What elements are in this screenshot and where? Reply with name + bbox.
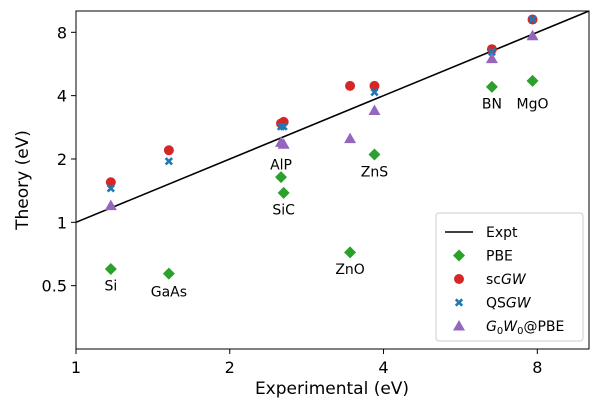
material-label: Si <box>104 279 117 295</box>
g0w0-pbe-point <box>485 52 498 64</box>
legend-g0w0-pbe-swatch <box>453 320 465 331</box>
g0w0-pbe-point <box>277 138 290 149</box>
material-label: SiC <box>272 203 295 219</box>
g0w0-pbe-point <box>368 104 381 115</box>
g0w0-pbe-point <box>104 199 117 211</box>
legend-qsgw-swatch <box>454 298 464 307</box>
material-label: ZnS <box>361 165 388 181</box>
qsgw-point <box>487 47 497 57</box>
y-tick-label: 2 <box>57 150 67 169</box>
g0w0-pbe-point <box>344 132 357 144</box>
qsgw-point <box>279 122 288 131</box>
y-axis: 0.5 1 2 4 8 <box>42 23 76 296</box>
x-tick-label: 8 <box>532 358 542 377</box>
expt-reference-line <box>76 11 589 224</box>
x-axis: 1 2 4 8 <box>71 349 542 377</box>
material-label: BN <box>482 97 502 113</box>
legend-scgw-swatch <box>454 274 464 284</box>
scgw-point <box>163 145 174 156</box>
reference-line-layer <box>76 11 589 224</box>
y-tick-label: 8 <box>57 23 67 42</box>
material-label: MgO <box>517 97 549 113</box>
material-label: GaAs <box>151 284 187 300</box>
legend-box <box>435 212 584 342</box>
pbe-point <box>368 148 381 161</box>
pbe-point <box>344 246 357 259</box>
legend-label: scGW <box>486 272 527 288</box>
legend: Expt PBE scGW QSGW G0W0@PBE <box>435 212 584 342</box>
y-axis-label: Theory (eV) <box>13 130 33 231</box>
scgw-point <box>345 80 356 91</box>
y-tick-label: 0.5 <box>42 277 67 296</box>
legend-label: G0W0@PBE <box>486 319 564 337</box>
pbe-point <box>485 80 498 93</box>
x-tick-label: 4 <box>378 358 388 377</box>
pbe-point <box>104 262 117 275</box>
g0w0-pbe-point <box>526 29 539 41</box>
plot-frame <box>75 10 590 350</box>
qsgw-point <box>370 88 379 97</box>
y-tick-label: 4 <box>57 87 67 106</box>
annotation-layer: Si GaAs AlP SiC ZnO ZnS BN MgO <box>104 97 548 301</box>
pbe-point <box>275 171 288 184</box>
pbe-point <box>526 74 539 87</box>
pbe-point <box>277 186 290 199</box>
x-tick-label: 1 <box>71 358 81 377</box>
scgw-point <box>486 44 497 55</box>
legend-label: PBE <box>486 249 513 265</box>
qsgw-point <box>164 157 174 166</box>
x-tick-label: 2 <box>225 358 235 377</box>
legend-label: Expt <box>486 225 518 241</box>
pbe-point <box>162 267 175 280</box>
qsgw-point <box>528 14 537 24</box>
data-points-layer <box>104 14 539 280</box>
y-tick-label: 1 <box>57 213 67 232</box>
legend-label: QSGW <box>486 296 532 312</box>
material-label: AlP <box>270 158 292 174</box>
material-label: ZnO <box>335 262 364 278</box>
x-axis-label: Experimental (eV) <box>255 379 409 399</box>
legend-pbe-swatch <box>453 249 465 262</box>
qsgw-point <box>106 184 115 193</box>
